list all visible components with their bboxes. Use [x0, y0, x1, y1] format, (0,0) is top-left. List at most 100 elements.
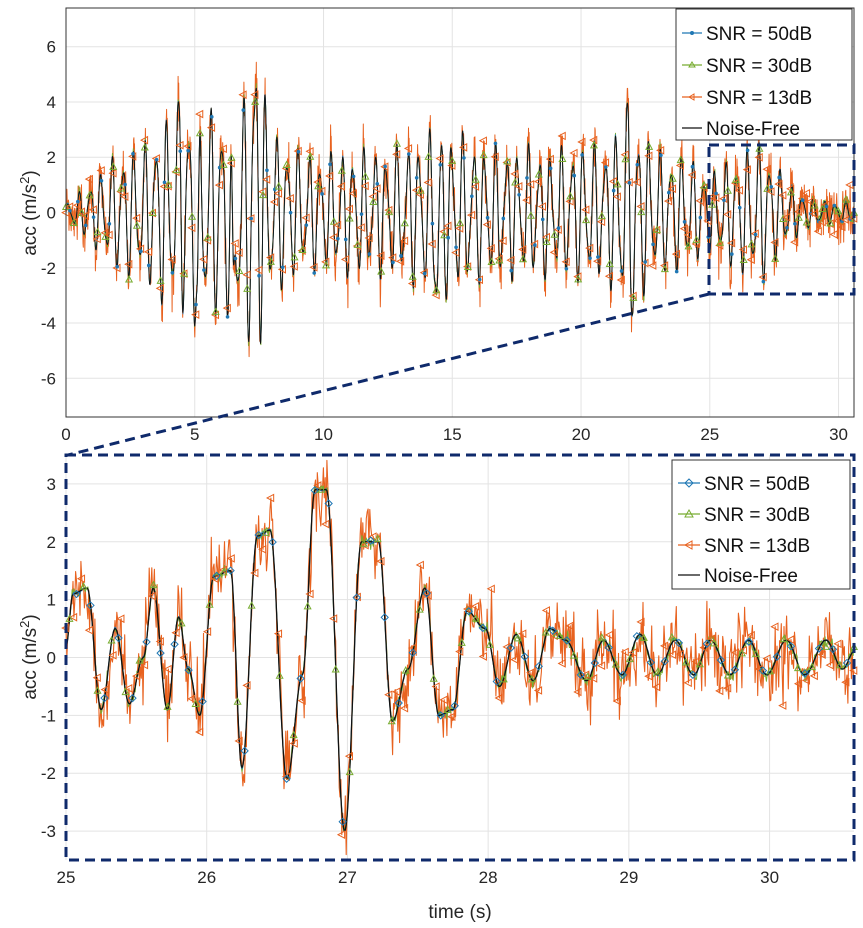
zoom-snr13-marker	[455, 647, 464, 656]
zoom-snr13-marker	[817, 650, 826, 659]
zoom-snr13-marker	[470, 601, 480, 611]
snr50-marker	[572, 173, 577, 178]
snr13-marker	[656, 145, 665, 155]
snr30-marker	[140, 142, 149, 151]
snr30-marker	[652, 225, 662, 233]
zoom-snr13-marker	[612, 696, 621, 706]
snr50-marker	[793, 222, 797, 226]
snr30-marker	[700, 181, 709, 189]
bottom-legend-entry-snr30: SNR = 30dB	[678, 505, 810, 526]
snr13-marker	[285, 194, 294, 203]
snr50-marker	[564, 266, 569, 271]
snr13-marker	[84, 174, 93, 184]
zoom-snr30-marker	[65, 614, 74, 622]
zoom-snr13-marker	[463, 604, 472, 614]
snr13-marker	[230, 239, 239, 248]
zoom-snr30-marker	[835, 660, 845, 669]
zoom-snr30-marker	[597, 633, 606, 641]
snr30-marker	[471, 175, 480, 183]
zoom-snr13-marker	[273, 629, 283, 639]
zoom-snr13-marker	[321, 519, 330, 529]
zoom-snr13-marker	[833, 639, 842, 649]
top-legend-marker-snr50	[690, 31, 694, 35]
bottom-legend-marker-snr50	[684, 478, 694, 488]
zoom-snr50-marker	[660, 657, 670, 666]
snr30-marker	[424, 152, 433, 160]
snr50-marker	[280, 265, 285, 270]
zoom-snr13-marker	[132, 671, 141, 681]
snr30-marker	[716, 238, 725, 246]
snr50-marker	[698, 215, 703, 220]
snr13-marker	[116, 187, 125, 196]
snr30-marker	[172, 165, 181, 174]
snr13-marker	[829, 230, 838, 239]
zoom-snr50-marker	[786, 641, 796, 651]
zoom-snr13-marker	[92, 673, 101, 683]
snr30-marker	[377, 267, 386, 275]
snr30-marker	[550, 230, 559, 238]
y-tick-label: 4	[47, 93, 56, 112]
x-tick-label: 28	[479, 868, 498, 887]
zoom-snr13-marker	[683, 678, 692, 688]
zoom-snr13-marker	[250, 568, 259, 578]
snr50-marker	[139, 249, 143, 254]
snr13-marker	[96, 166, 105, 175]
snr30-marker	[369, 197, 378, 206]
snr50-marker	[619, 269, 624, 273]
snr13-marker	[388, 253, 397, 262]
snr13-marker	[399, 236, 409, 246]
zoom-snr30-marker	[653, 667, 662, 675]
snr30-marker	[708, 200, 717, 208]
zoom-snr13-marker	[281, 772, 290, 782]
snr13-marker	[195, 109, 204, 119]
snr13-marker	[793, 207, 803, 216]
snr50-marker	[730, 252, 734, 256]
zoom-snr13-marker	[392, 687, 401, 697]
zoom-snr30-marker	[317, 485, 326, 493]
snr13-marker	[167, 255, 176, 264]
snr13-marker	[88, 205, 97, 214]
snr13-marker	[482, 220, 491, 229]
snr30-marker	[755, 144, 764, 152]
zoom-snr50-marker	[590, 658, 600, 668]
snr30-marker	[826, 218, 835, 227]
snr30-marker	[258, 190, 268, 199]
zoom-snr13-marker	[171, 628, 180, 638]
zoom-snr30-marker	[79, 582, 88, 590]
snr30-marker	[69, 218, 78, 227]
zoom-snr50-marker	[212, 571, 221, 581]
zoom-snr13-marker	[336, 830, 346, 840]
snr50-marker	[690, 164, 695, 169]
zoom-snr13-marker	[825, 660, 834, 670]
zoom-snr30-marker	[681, 657, 690, 666]
zoom-snr13-marker	[660, 641, 669, 651]
snr50-marker	[406, 152, 411, 156]
snr13-marker	[459, 143, 468, 152]
snr50-marker	[438, 163, 443, 167]
zoom-snr13-marker	[399, 703, 409, 713]
snr13-marker	[561, 257, 570, 267]
zoom-snr50-marker	[366, 536, 375, 545]
snr13-marker	[671, 249, 680, 259]
snr13-marker	[537, 202, 547, 211]
zoom-snr13-marker	[604, 630, 614, 640]
snr50-marker	[493, 141, 498, 146]
snr13-marker	[348, 189, 357, 198]
snr30-marker	[117, 183, 126, 192]
snr13-marker	[486, 243, 495, 253]
top-curves	[61, 61, 859, 358]
zoom-source-box	[707, 143, 856, 296]
x-tick-label: 25	[700, 425, 719, 444]
zoom-snr50-marker	[156, 648, 165, 658]
zoom-snr30-marker	[541, 627, 550, 636]
snr50-marker	[643, 260, 647, 264]
snr13-marker	[805, 197, 814, 206]
snr50-marker	[501, 216, 506, 221]
zoom-snr13-marker	[652, 682, 661, 692]
snr30-marker	[385, 207, 394, 216]
zoom-snr50-marker	[730, 665, 740, 674]
snr50-marker	[714, 191, 718, 196]
snr13-marker	[427, 239, 436, 249]
snr50-marker	[454, 245, 458, 250]
zoom-snr30-marker	[261, 528, 270, 536]
